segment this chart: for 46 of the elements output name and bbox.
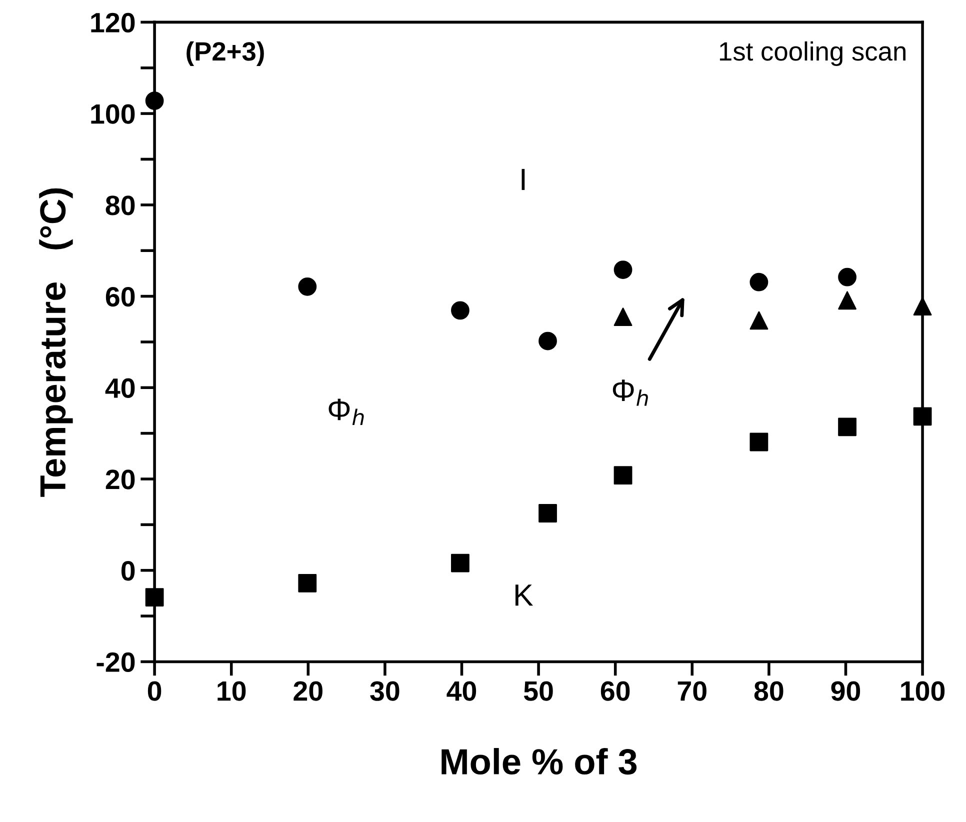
- x-tick-label: 100: [901, 681, 945, 701]
- annotation: Φ$_{h}$: [328, 398, 364, 425]
- x-tick-label: 40: [446, 681, 476, 701]
- y-tick-label: 40: [105, 378, 135, 398]
- y-tick-label: 100: [91, 104, 135, 124]
- point: [538, 504, 557, 522]
- y-axis-title: Temperature (°C): [39, 188, 73, 497]
- point: [145, 588, 164, 606]
- annotation: (P2+3): [186, 41, 264, 66]
- y-tick-label: 80: [106, 196, 135, 216]
- annotation: 1st cooling scan: [720, 41, 906, 66]
- annotation: Φ$_{h}$: [612, 380, 648, 406]
- y-tick-label: -20: [96, 652, 135, 672]
- x-tick-label: 50: [524, 681, 553, 701]
- x-tick-label: 80: [754, 681, 784, 701]
- annotation: I: [522, 168, 525, 190]
- point: [913, 297, 932, 316]
- x-tick-label: 10: [218, 681, 246, 701]
- point: [750, 311, 768, 330]
- point: [614, 260, 632, 279]
- annotation: K: [516, 584, 534, 606]
- x-tick-label: 60: [600, 681, 630, 701]
- point: [298, 277, 317, 296]
- y-tick-label: 0: [121, 561, 135, 581]
- x-tick-label: 20: [294, 681, 322, 701]
- point: [750, 432, 768, 452]
- point: [614, 466, 632, 485]
- x-tick-label: 90: [831, 681, 860, 701]
- x-tick-label: 30: [370, 681, 400, 701]
- y-tick-label: 120: [91, 12, 135, 33]
- point: [838, 268, 856, 286]
- x-axis-title: Mole % of 3: [442, 748, 637, 775]
- x-tick-label: 70: [678, 681, 706, 701]
- point: [614, 308, 632, 326]
- point: [913, 407, 932, 426]
- point: [538, 332, 557, 350]
- point: [145, 92, 164, 110]
- point: [838, 418, 856, 436]
- point: [451, 554, 470, 572]
- x-tick-label: 0: [148, 681, 162, 701]
- y-tick-label: 60: [106, 286, 135, 307]
- point: [838, 291, 856, 310]
- point: [298, 574, 317, 592]
- y-tick-label: 20: [106, 470, 135, 490]
- point: [451, 301, 470, 320]
- point: [750, 272, 768, 292]
